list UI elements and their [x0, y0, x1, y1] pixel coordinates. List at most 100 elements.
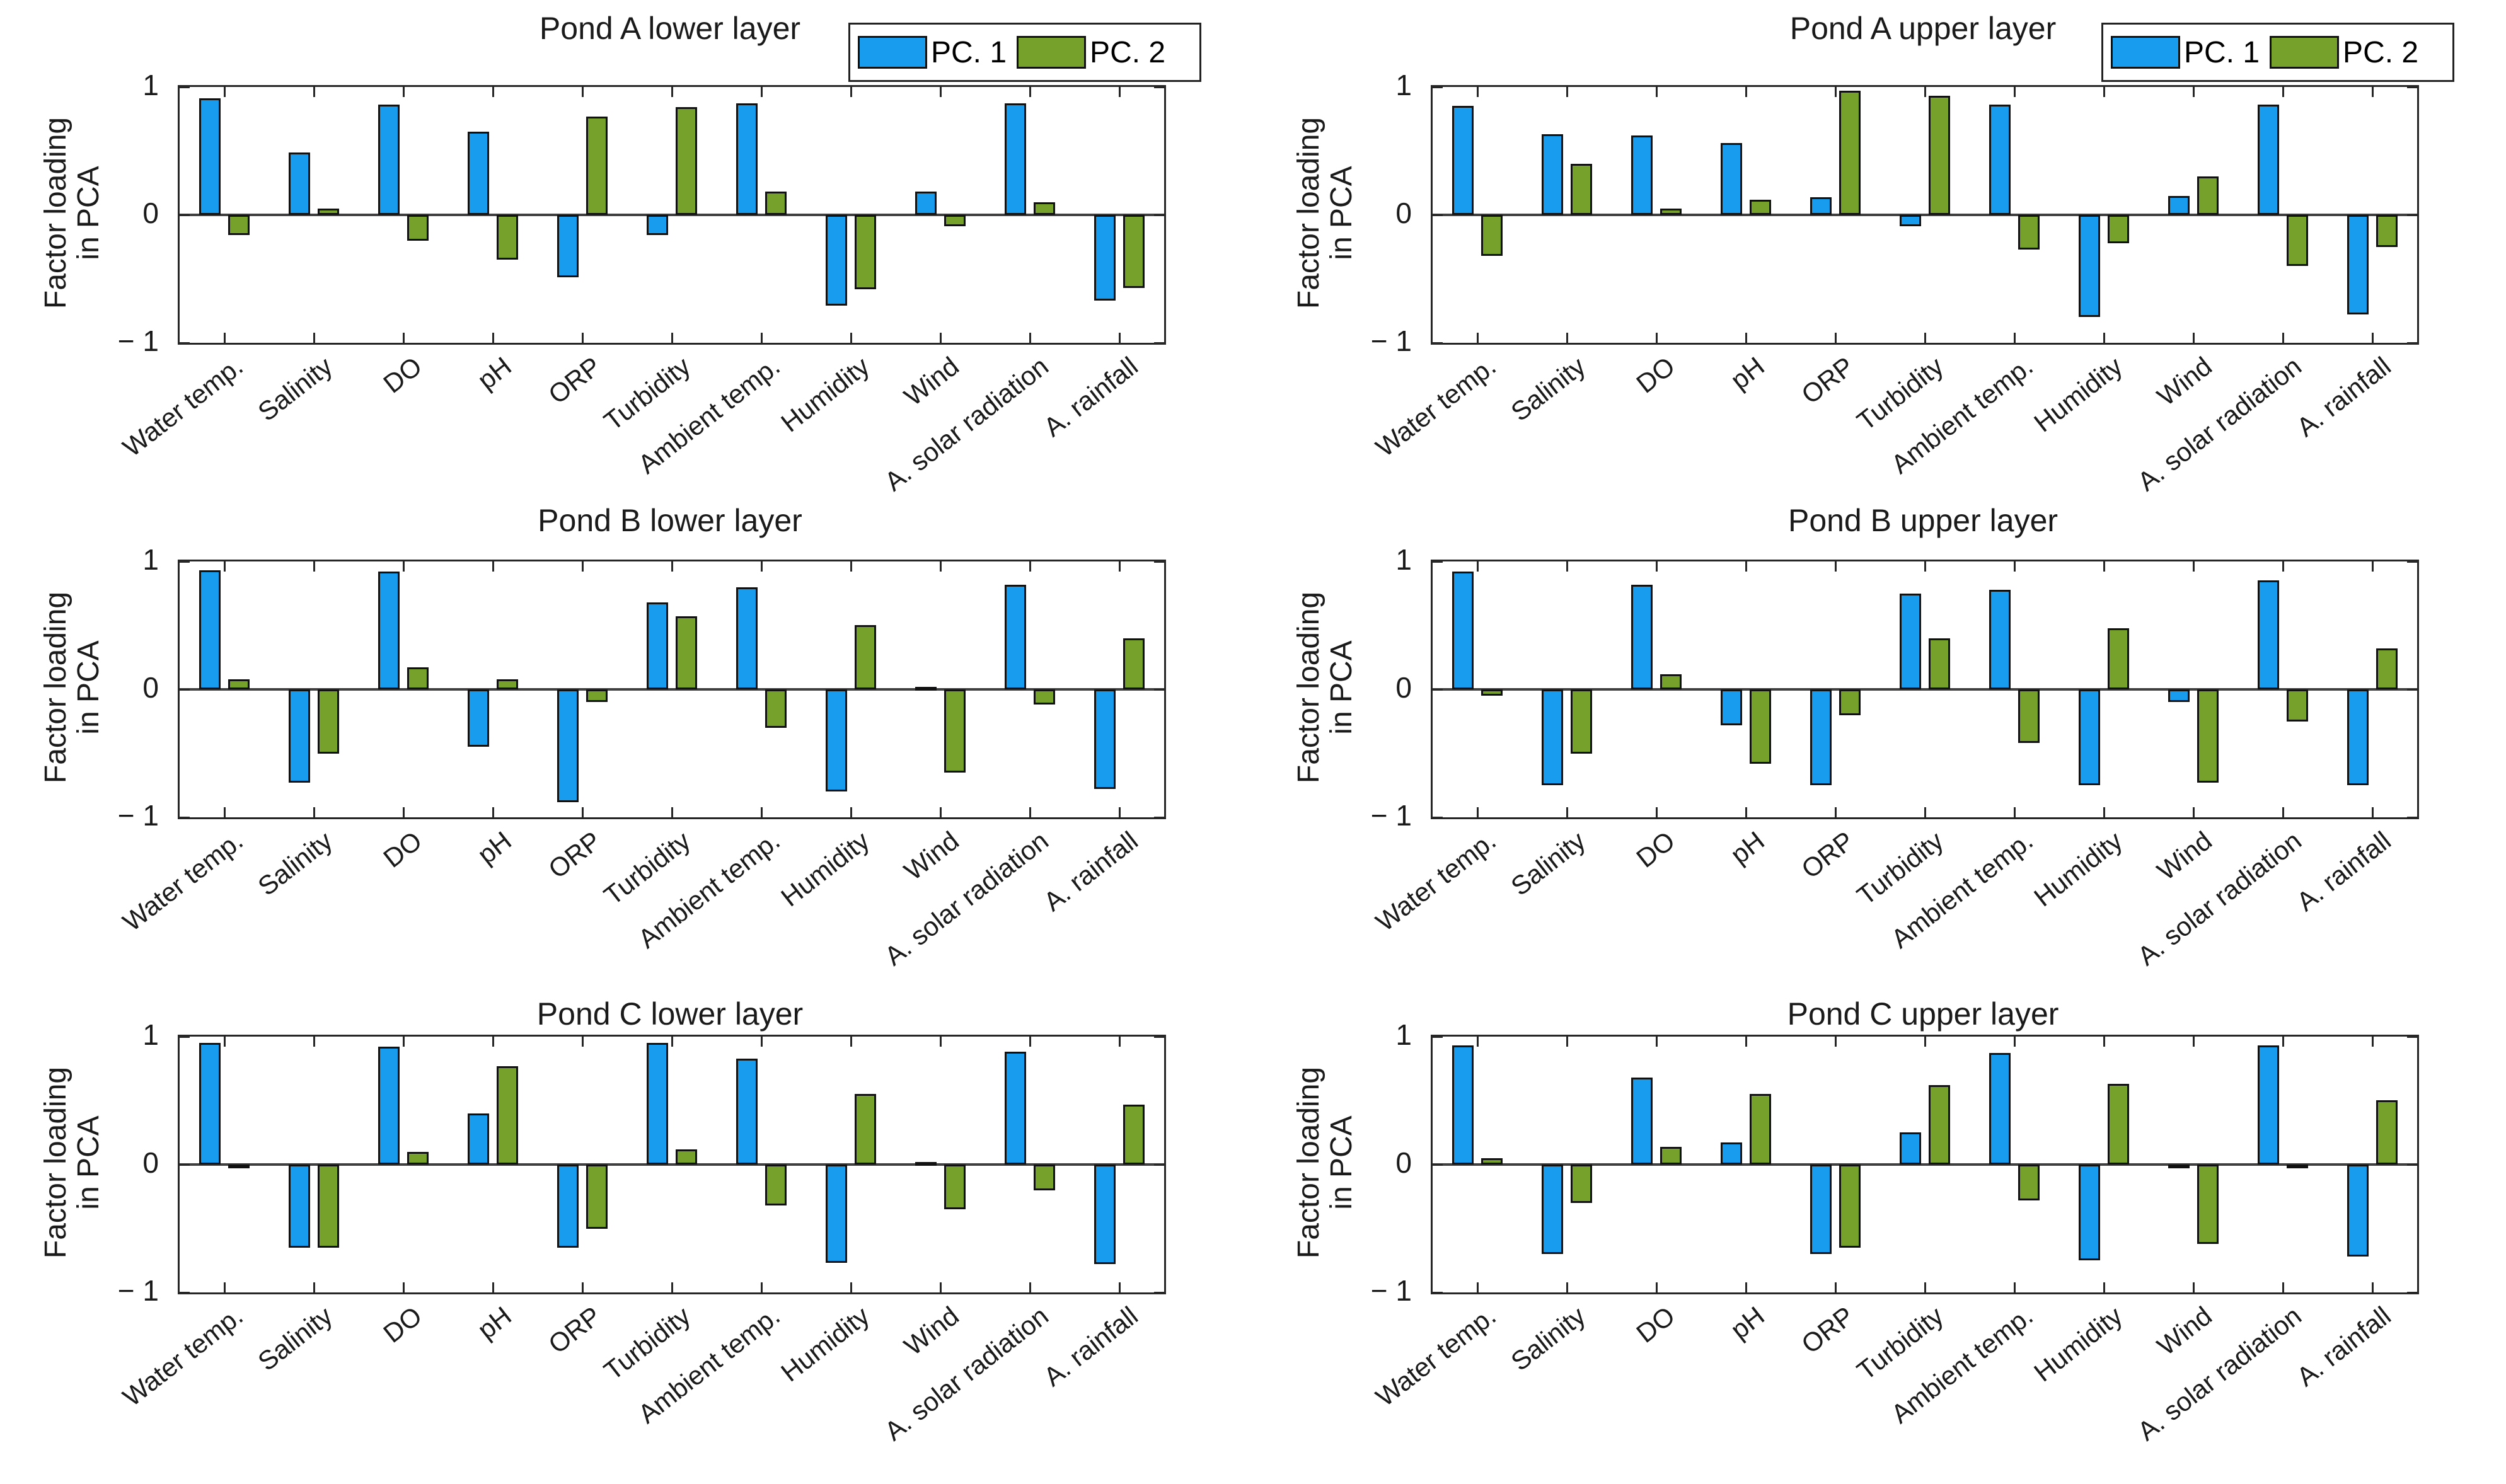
zero-axis-line [180, 688, 1164, 691]
xtick-bottom-a-rainfall [2371, 807, 2374, 817]
bar-pc-2-a-solar-radiation [2287, 215, 2308, 266]
category-label-orp: ORP [1796, 351, 1859, 410]
bar-pc-2-orp [586, 1165, 608, 1229]
xtick-top-a-solar-radiation [2282, 561, 2284, 572]
bar-pc-1-humidity [2079, 689, 2100, 785]
xtick-top-a-rainfall [1118, 1037, 1121, 1047]
y-axis-label-line1: Factor loading [39, 117, 72, 309]
ytick-left [1433, 214, 1443, 216]
category-label-a-rainfall: A. rainfall [2291, 351, 2396, 442]
bar-pc-1-turbidity [1900, 1132, 1921, 1165]
bar-pc-1-a-rainfall [1094, 689, 1116, 789]
category-label-do: DO [1631, 351, 1680, 399]
xtick-bottom-wind [2192, 333, 2195, 343]
bar-pc-2-salinity [318, 1165, 339, 1248]
bar-pc-2-humidity [2108, 215, 2129, 243]
panel-title-pond-b-upper-layer: Pond B upper layer [1787, 503, 2058, 538]
xtick-top-a-solar-radiation [2282, 1037, 2284, 1047]
bar-pc-1-wind [915, 1162, 937, 1166]
xtick-bottom-a-rainfall [1118, 807, 1121, 817]
xtick-top-wind [2192, 561, 2195, 572]
category-label-orp: ORP [1796, 1301, 1859, 1360]
legend-swatch-pc-1 [2111, 36, 2180, 69]
category-label-humidity: Humidity [2028, 1301, 2128, 1388]
plot-area-pond-b-upper-layer [1431, 560, 2419, 819]
bar-pc-1-ambient-temp [1989, 105, 2011, 215]
legend-label-pc-1: PC. 1 [2184, 35, 2260, 69]
bar-pc-2-a-solar-radiation [2287, 689, 2308, 722]
category-label-ph: pH [1724, 351, 1770, 396]
bar-pc-2-water-temp [228, 1165, 250, 1168]
bar-pc-2-a-rainfall [2376, 215, 2398, 247]
bar-pc-2-wind [2197, 689, 2219, 783]
ytick-right [2407, 1164, 2417, 1166]
bar-pc-1-water-temp [199, 98, 221, 215]
xtick-bottom-water-temp [1476, 1282, 1479, 1292]
ytick-left [1433, 86, 1443, 88]
bar-pc-2-humidity [855, 625, 876, 689]
xtick-bottom-do [402, 807, 405, 817]
xtick-top-humidity [2103, 1037, 2105, 1047]
bar-pc-1-do [1631, 1078, 1653, 1165]
ytick-right [1154, 86, 1164, 88]
xtick-bottom-ph [1745, 807, 1747, 817]
bar-pc-1-humidity [826, 689, 847, 791]
panel-pond-c-lower-layer: Pond C lower layer Factor loading in PCA 1 0… [0, 989, 1253, 1484]
bar-pc-1-wind [2168, 689, 2190, 702]
xtick-bottom-humidity [850, 1282, 852, 1292]
bar-pc-2-do [407, 667, 429, 689]
xtick-bottom-ambient-temp [2013, 1282, 2016, 1292]
bar-pc-1-do [378, 572, 400, 689]
category-label-water-temp: Water temp. [1370, 825, 1501, 937]
xtick-top-turbidity [671, 1037, 673, 1047]
xtick-top-ambient-temp [2013, 1037, 2016, 1047]
xtick-bottom-ph [492, 1282, 494, 1292]
bar-pc-2-wind [2197, 176, 2219, 215]
bar-pc-2-turbidity [1929, 96, 1950, 215]
xtick-bottom-water-temp [223, 807, 226, 817]
xtick-bottom-salinity [313, 333, 315, 343]
xtick-bottom-salinity [313, 1282, 315, 1292]
ytick-left [1433, 1164, 1443, 1166]
xtick-top-wind [2192, 87, 2195, 97]
xtick-bottom-wind [939, 1282, 942, 1292]
category-label-water-temp: Water temp. [117, 1301, 248, 1412]
category-label-do: DO [378, 825, 427, 873]
category-label-a-rainfall: A. rainfall [2291, 1301, 2396, 1392]
ytick-left [180, 342, 190, 344]
xtick-bottom-salinity [1566, 1282, 1568, 1292]
category-label-water-temp: Water temp. [1370, 1301, 1501, 1412]
y-axis-label-line1: Factor loading [39, 591, 72, 784]
zero-axis-line [180, 214, 1164, 216]
xtick-bottom-orp [1834, 1282, 1837, 1292]
xtick-bottom-wind [2192, 1282, 2195, 1292]
xtick-top-a-rainfall [2371, 1037, 2374, 1047]
ytick-right [2407, 1036, 2417, 1038]
xtick-top-wind [939, 561, 942, 572]
category-label-do: DO [378, 351, 427, 399]
category-label-salinity: Salinity [252, 825, 338, 902]
xtick-top-do [1655, 87, 1658, 97]
bar-pc-1-a-solar-radiation [1005, 1052, 1026, 1165]
category-label-humidity: Humidity [2028, 825, 2128, 912]
category-label-a-rainfall: A. rainfall [2291, 825, 2396, 917]
xtick-bottom-salinity [1566, 807, 1568, 817]
legend-label-pc-2: PC. 2 [2343, 35, 2419, 69]
bar-pc-1-wind [2168, 1165, 2190, 1168]
ytick-label-0: 0 [142, 197, 159, 229]
category-label-ph: pH [1724, 825, 1770, 870]
xtick-top-salinity [1566, 561, 1568, 572]
bar-pc-2-a-rainfall [2376, 648, 2398, 689]
plot-area-pond-c-upper-layer [1431, 1035, 2419, 1294]
xtick-top-orp [1834, 87, 1837, 97]
ytick-label-1: 1 [1395, 1018, 1412, 1051]
xtick-bottom-a-rainfall [1118, 1282, 1121, 1292]
category-label-humidity: Humidity [775, 351, 875, 438]
xtick-top-ambient-temp [760, 87, 763, 97]
bar-pc-1-water-temp [1452, 1045, 1474, 1165]
zero-axis-line [1433, 214, 2417, 216]
ytick-right [2407, 689, 2417, 691]
category-label-salinity: Salinity [252, 1301, 338, 1377]
bar-pc-2-wind [944, 689, 966, 773]
